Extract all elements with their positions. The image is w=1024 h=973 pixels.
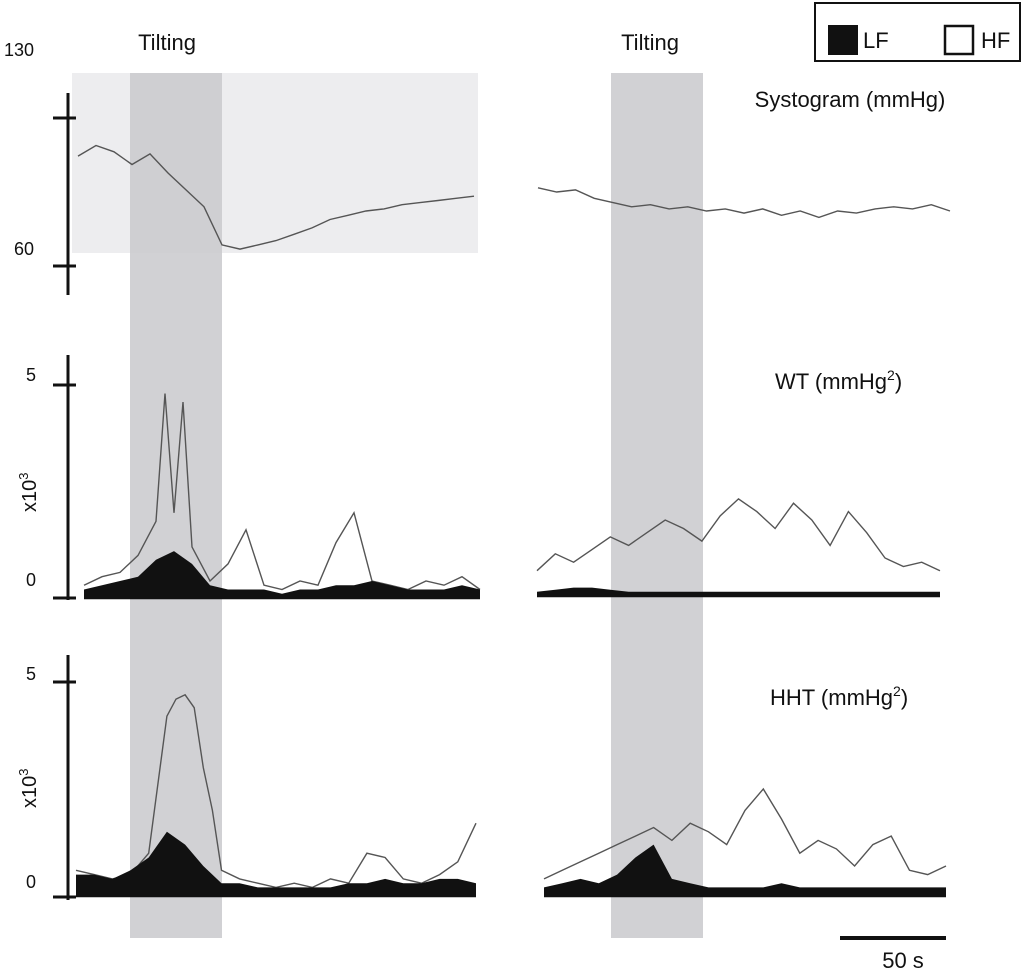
hht-left-hf-series [75,693,477,889]
wt-title: WT (mmHg2) [775,367,902,394]
tilting-band-left [130,73,222,938]
hht-tick-label-0: 0 [26,872,36,892]
legend-lf-label: LF [863,28,889,53]
legend-hf-label: HF [981,28,1010,53]
wt-axis: 5 0 x103 [16,355,76,600]
wt-right-hf-series [536,498,941,572]
hf-swatch [943,24,975,56]
hht-right-hf-series [543,787,947,880]
wt-right-lf-series [537,587,940,596]
scale-bar-label: 50 s [882,948,924,973]
hht-y-unit: x103 [16,769,41,808]
time-scale-bar: 50 s [840,936,946,973]
systogram-left-trace-series [77,144,475,250]
hht-right-lf-series [544,844,946,896]
wt-y-unit: x103 [16,473,41,512]
tilting-band-right [611,73,703,938]
systogram-tick-label-60: 60 [14,239,34,259]
hht-axis: 5 0 x103 [16,655,76,900]
tilting-label-left: Tilting [138,30,196,55]
systogram-tick-label-130: 130 [4,40,34,60]
systogram-title: Systogram (mmHg) [755,87,946,112]
wt-tick-label-5: 5 [26,365,36,385]
systogram-right-trace-series [537,187,951,219]
legend: LF HF [814,2,1021,62]
tilting-label-right: Tilting [621,30,679,55]
hht-left-lf-series [76,831,476,896]
lf-swatch [828,25,858,55]
wt-left-lf-series [84,551,480,598]
background-bands [72,73,703,938]
systogram-axis: 130 60 [4,40,76,295]
hht-title: HHT (mmHg2) [770,683,908,710]
hht-tick-label-5: 5 [26,664,36,684]
wt-tick-label-0: 0 [26,570,36,590]
series-layer [75,144,951,896]
